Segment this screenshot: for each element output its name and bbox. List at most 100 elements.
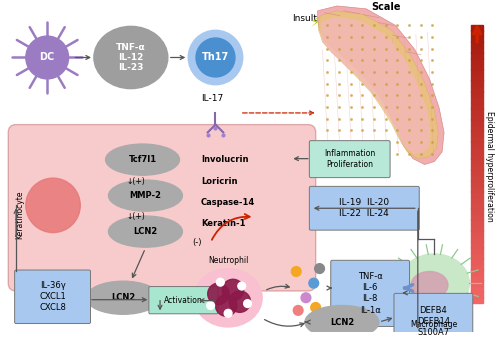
Bar (472, 269, 483, 275)
Bar (472, 75, 483, 81)
Bar (472, 164, 483, 170)
Text: MMP-2: MMP-2 (130, 191, 162, 200)
FancyBboxPatch shape (394, 293, 473, 340)
Bar (472, 197, 483, 203)
FancyBboxPatch shape (8, 124, 316, 291)
Bar (472, 25, 483, 31)
Ellipse shape (108, 216, 182, 247)
Text: DC: DC (40, 52, 55, 63)
Circle shape (238, 282, 246, 290)
Bar (472, 103, 483, 108)
Bar (472, 97, 483, 103)
Bar (472, 91, 483, 98)
Text: Activation: Activation (164, 296, 203, 305)
Text: LCN2: LCN2 (134, 227, 158, 236)
Bar (472, 275, 483, 281)
Ellipse shape (86, 281, 160, 314)
Text: (-): (-) (192, 238, 202, 247)
Circle shape (208, 283, 229, 305)
Text: ↓(+): ↓(+) (126, 176, 145, 186)
Circle shape (206, 302, 214, 309)
Bar (472, 253, 483, 259)
Bar (472, 180, 483, 186)
Bar (472, 286, 483, 292)
Bar (472, 119, 483, 125)
Text: TNF-α
IL-12
IL-23: TNF-α IL-12 IL-23 (116, 42, 146, 72)
Bar (472, 241, 483, 248)
Text: ⚡: ⚡ (312, 16, 320, 29)
Bar (472, 236, 483, 242)
Text: Th17: Th17 (202, 52, 229, 63)
Bar (472, 186, 483, 192)
Circle shape (301, 293, 311, 303)
Bar (472, 203, 483, 209)
Circle shape (26, 178, 80, 233)
Bar (472, 258, 483, 264)
Text: ↓(+): ↓(+) (126, 211, 145, 221)
Text: Involucrin: Involucrin (201, 155, 248, 164)
Text: IL-19  IL-20
IL-22  IL-24: IL-19 IL-20 IL-22 IL-24 (339, 198, 390, 218)
Circle shape (196, 38, 235, 77)
FancyBboxPatch shape (14, 270, 90, 324)
Text: Inflammation
Proliferation: Inflammation Proliferation (324, 149, 376, 169)
Ellipse shape (305, 306, 379, 339)
Text: Insult: Insult (292, 14, 318, 23)
Circle shape (222, 279, 244, 301)
FancyBboxPatch shape (310, 141, 390, 177)
Bar (472, 64, 483, 70)
Ellipse shape (194, 269, 262, 327)
Bar (472, 264, 483, 270)
Bar (472, 158, 483, 164)
Text: Scale: Scale (371, 2, 400, 12)
Ellipse shape (108, 180, 182, 211)
Bar (472, 153, 483, 158)
FancyBboxPatch shape (330, 260, 409, 326)
Circle shape (309, 278, 318, 288)
Bar (472, 297, 483, 303)
Circle shape (294, 306, 303, 315)
Bar (472, 141, 483, 148)
Text: Macrophage: Macrophage (410, 320, 458, 328)
Text: DEFB4
DEFB14
S100A7: DEFB4 DEFB14 S100A7 (417, 306, 450, 337)
Bar (472, 69, 483, 75)
Circle shape (188, 30, 242, 85)
Bar (472, 36, 483, 42)
Bar (472, 47, 483, 53)
Bar (472, 80, 483, 86)
Text: TNF-α
IL-6
IL-8
IL-1α: TNF-α IL-6 IL-8 IL-1α (358, 272, 382, 314)
Text: Neutrophil: Neutrophil (208, 256, 248, 265)
Text: Caspase-14: Caspase-14 (201, 198, 255, 207)
Bar (472, 30, 483, 36)
Text: Loricrin: Loricrin (201, 176, 237, 186)
Bar (472, 291, 483, 298)
Bar (472, 225, 483, 231)
Bar (472, 208, 483, 214)
Text: Keratinocyte: Keratinocyte (16, 191, 24, 239)
Circle shape (216, 295, 237, 316)
Ellipse shape (106, 144, 180, 175)
Bar (472, 191, 483, 198)
Polygon shape (320, 17, 430, 154)
Circle shape (26, 36, 68, 79)
FancyBboxPatch shape (310, 186, 420, 230)
Polygon shape (318, 11, 438, 159)
Bar (472, 58, 483, 64)
Ellipse shape (94, 27, 168, 89)
Circle shape (216, 278, 224, 286)
Bar (472, 214, 483, 220)
Text: Epidermal hyperproliferation: Epidermal hyperproliferation (486, 111, 494, 222)
Bar (472, 125, 483, 131)
Bar (472, 175, 483, 181)
Bar (472, 86, 483, 92)
Bar (472, 108, 483, 114)
Bar (472, 114, 483, 120)
Circle shape (292, 267, 301, 276)
Bar (472, 136, 483, 142)
Bar (472, 147, 483, 153)
Bar (472, 219, 483, 225)
Text: Tcf7l1: Tcf7l1 (128, 155, 156, 164)
Bar (472, 231, 483, 236)
FancyBboxPatch shape (149, 287, 218, 314)
Circle shape (244, 300, 252, 307)
Bar (472, 169, 483, 175)
